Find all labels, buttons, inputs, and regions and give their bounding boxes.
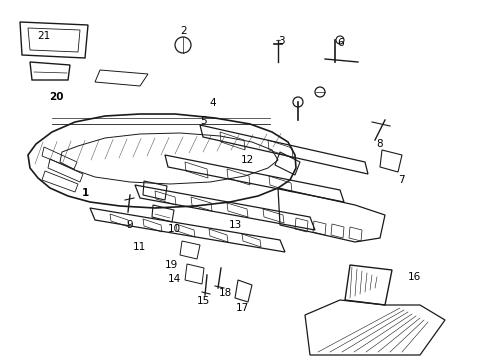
- Text: 1: 1: [82, 188, 89, 198]
- Text: 12: 12: [241, 155, 254, 165]
- Text: 14: 14: [167, 274, 181, 284]
- Text: 9: 9: [126, 220, 133, 230]
- Text: 8: 8: [376, 139, 383, 149]
- Text: 3: 3: [278, 36, 285, 46]
- Text: 10: 10: [168, 224, 180, 234]
- Text: 13: 13: [228, 220, 242, 230]
- Text: 6: 6: [337, 38, 344, 48]
- Text: 20: 20: [49, 92, 64, 102]
- Text: 18: 18: [219, 288, 232, 298]
- Text: 2: 2: [180, 26, 187, 36]
- Text: 21: 21: [37, 31, 51, 41]
- Text: 4: 4: [210, 98, 217, 108]
- Text: 16: 16: [407, 272, 421, 282]
- Text: 17: 17: [236, 303, 249, 313]
- Text: 5: 5: [200, 116, 207, 126]
- Text: 19: 19: [165, 260, 178, 270]
- Text: 15: 15: [196, 296, 210, 306]
- Text: 11: 11: [133, 242, 147, 252]
- Text: 7: 7: [398, 175, 405, 185]
